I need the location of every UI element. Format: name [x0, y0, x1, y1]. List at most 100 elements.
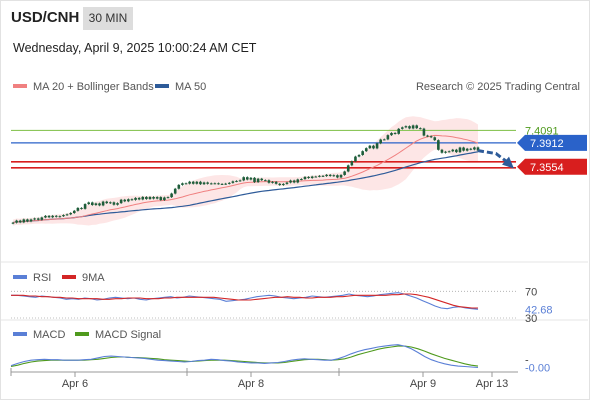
candle [346, 164, 350, 173]
candle-body [235, 180, 238, 182]
candle-body [58, 216, 62, 218]
candle-body [346, 165, 350, 172]
candle [339, 174, 343, 179]
candle-body [224, 183, 227, 185]
macd-signal-legend-label: MACD Signal [95, 329, 161, 341]
candle-body [94, 203, 98, 206]
candle [404, 125, 408, 129]
candle-body [199, 181, 202, 185]
candle-body [76, 207, 80, 211]
candle-body [422, 128, 426, 136]
candle-body [357, 154, 361, 157]
candle [465, 147, 469, 152]
candle-body [123, 199, 127, 202]
candle [98, 202, 101, 207]
candle [375, 142, 379, 150]
candle [292, 179, 296, 184]
candle-body [170, 193, 173, 198]
candle [101, 200, 105, 207]
candle [458, 146, 462, 153]
ma50-legend-swatch [155, 84, 169, 88]
candle-body [339, 174, 343, 178]
candle [437, 139, 440, 151]
candle [173, 187, 177, 195]
candle [300, 178, 303, 181]
candle-body [433, 137, 437, 141]
candle [152, 196, 155, 200]
candle-body [307, 176, 310, 179]
candle-body [411, 125, 415, 129]
candle [159, 196, 163, 201]
candle-body [206, 182, 209, 184]
candle [401, 126, 404, 130]
candle [318, 175, 321, 178]
candle [188, 180, 191, 185]
candle [350, 160, 354, 167]
candle-body [429, 136, 433, 138]
candle-body [134, 197, 137, 200]
candle-body [343, 171, 346, 175]
candle [220, 183, 224, 185]
candle [332, 174, 336, 177]
candle-body [303, 176, 307, 180]
candle [451, 148, 455, 153]
candle-body [462, 147, 465, 151]
candle-body [69, 213, 72, 215]
candle-body [426, 135, 429, 137]
candle [62, 214, 65, 218]
candle [462, 146, 465, 152]
candle [22, 218, 26, 224]
macd-signal-line [10, 345, 479, 368]
candle [163, 196, 166, 201]
candle-body [267, 180, 271, 183]
candle-body [119, 199, 123, 204]
ma20-legend-label: MA 20 + Bollinger Bands [33, 81, 154, 93]
candle [473, 146, 476, 151]
candle-body [80, 207, 83, 209]
candle [26, 218, 29, 223]
candle [278, 182, 282, 186]
candle-body [332, 175, 336, 177]
candle [422, 127, 426, 137]
candle [267, 179, 271, 184]
candle [253, 176, 256, 183]
candle [123, 198, 127, 203]
candle-body [321, 175, 325, 177]
macd-legend-label: MACD [33, 329, 65, 341]
candle-body [397, 128, 400, 134]
candle-body [260, 178, 264, 181]
candle-body [195, 181, 199, 184]
candle [382, 138, 386, 141]
candle-body [209, 183, 213, 185]
candle-body [364, 148, 368, 152]
candle [137, 197, 141, 201]
candle [58, 215, 62, 218]
candle [148, 196, 152, 200]
candle [11, 221, 15, 225]
candle-body [458, 147, 462, 153]
candle [343, 170, 346, 176]
candle [271, 181, 274, 184]
rsi-ma-legend-swatch [62, 275, 76, 279]
candle-body [372, 145, 375, 149]
candle [285, 181, 289, 185]
candle-body [314, 176, 318, 178]
candle [134, 197, 137, 201]
rsi-legend-label: RSI [33, 272, 51, 284]
candle [314, 175, 318, 178]
candle [184, 182, 188, 185]
candle-body [137, 197, 141, 200]
candle-body [278, 183, 282, 186]
candle-body [62, 215, 65, 217]
rsi-legend-swatch [13, 275, 27, 279]
candle-body [148, 197, 152, 200]
candle [408, 125, 411, 130]
candle-body [361, 151, 364, 155]
x-tick-label: Apr 9 [410, 378, 436, 390]
candle [328, 173, 332, 177]
level-tag-resistance: 7.3912 [530, 138, 564, 150]
candle-body [54, 215, 58, 217]
interval-button[interactable]: 30 MIN [83, 7, 133, 30]
candle-body [292, 180, 296, 183]
candle-body [36, 218, 40, 220]
